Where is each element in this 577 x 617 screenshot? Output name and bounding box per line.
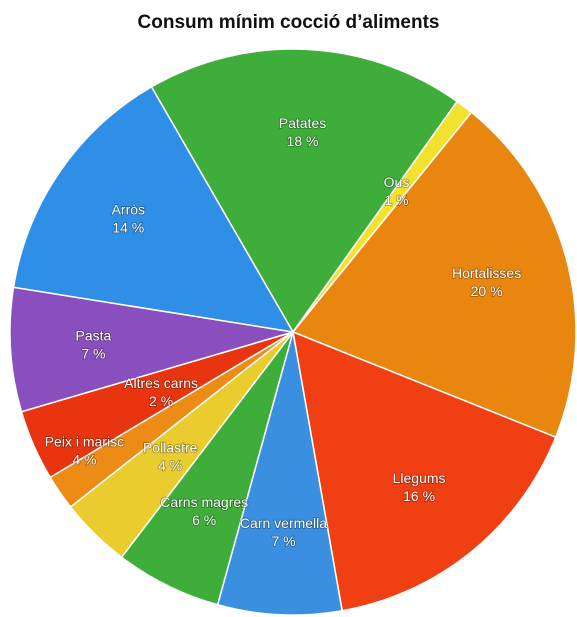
slice-label-name: Peix i marisc bbox=[45, 434, 124, 450]
slice-label-name: Arròs bbox=[112, 202, 145, 218]
slice-label-name: Pollastre bbox=[143, 440, 198, 456]
slice-label-llegums: Llegums 16 % bbox=[393, 470, 446, 504]
pie-slice-hortalisses bbox=[291, 111, 577, 439]
slice-label-value: 7 % bbox=[81, 346, 105, 362]
slice-label-value: 16 % bbox=[403, 488, 435, 504]
slice-label-name: Carns magres bbox=[160, 494, 248, 510]
slice-label-value: 18 % bbox=[287, 133, 319, 149]
slice-label-arros: Arròs 14 % bbox=[112, 202, 145, 236]
slice-label-altres-carns: Altres carns 2 % bbox=[124, 375, 198, 409]
slice-label-name: Altres carns bbox=[124, 375, 198, 391]
slice-label-name: Hortalisses bbox=[452, 265, 521, 281]
pie-slice-arros bbox=[12, 85, 295, 333]
slice-label-value: 20 % bbox=[471, 283, 503, 299]
slice-label-name: Carn vermella bbox=[240, 515, 327, 531]
slice-label-patates: Patates 18 % bbox=[279, 115, 326, 149]
slice-label-name: Llegums bbox=[393, 470, 446, 486]
pie-slice-carn-vermella bbox=[216, 331, 344, 616]
slice-label-name: Ous bbox=[384, 174, 410, 190]
pie-slice-llegums bbox=[292, 330, 557, 612]
slice-label-ous: Ous 1 % bbox=[384, 174, 410, 208]
slice-label-pasta: Pasta 7 % bbox=[75, 328, 111, 362]
slice-label-carn-vermella: Carn vermella 7 % bbox=[240, 515, 327, 549]
slice-label-name: Pasta bbox=[75, 328, 111, 344]
slice-label-value: 6 % bbox=[192, 512, 216, 528]
slice-label-value: 14 % bbox=[112, 220, 144, 236]
slice-label-peix-i-marisc: Peix i marisc 4 % bbox=[45, 434, 124, 468]
slices-layer bbox=[9, 48, 577, 616]
slice-label-pollastre: Pollastre 4 % bbox=[143, 440, 198, 474]
slice-label-value: 4 % bbox=[158, 458, 182, 474]
chart-title: Consum mínim cocció d’aliments bbox=[137, 12, 440, 33]
labels-layer: Patates 18 % Ous 1 % Hortalisses 20 % Llegums 1… bbox=[44, 114, 522, 549]
slice-label-hortalisses: Hortalisses 20 % bbox=[452, 265, 521, 299]
pie-slice-pasta bbox=[9, 286, 294, 413]
slice-label-name: Patates bbox=[279, 115, 326, 131]
slice-label-value: 1 % bbox=[384, 192, 408, 208]
slice-label-value: 7 % bbox=[271, 533, 295, 549]
pie-slice-patates bbox=[150, 48, 459, 334]
slice-label-value: 2 % bbox=[149, 393, 173, 409]
slice-label-carns-magres: Carns magres 6 % bbox=[160, 494, 248, 528]
slice-label-value: 4 % bbox=[72, 452, 96, 468]
